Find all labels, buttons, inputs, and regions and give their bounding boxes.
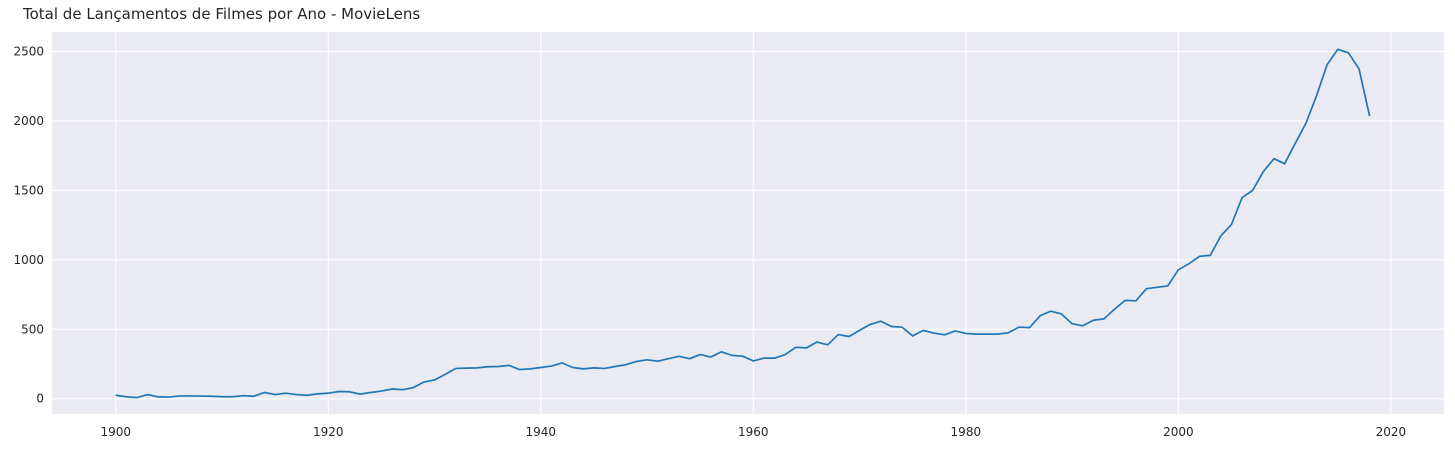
plot-area [52,32,1444,414]
x-tick-label: 2020 [1376,425,1407,439]
x-tick-label: 2000 [1163,425,1194,439]
y-tick-label: 500 [21,322,44,336]
x-tick-label: 1980 [951,425,982,439]
x-tick-label: 1920 [313,425,344,439]
y-tick-label: 0 [36,392,44,406]
x-tick-label: 1940 [526,425,557,439]
y-tick-label: 1500 [13,183,44,197]
series-layer [115,48,1371,399]
x-tick-label: 1900 [100,425,131,439]
grid [52,32,1444,414]
y-tick-label: 1000 [13,253,44,267]
x-tick-label: 1960 [738,425,769,439]
series-line [115,48,1371,399]
y-tick-label: 2500 [13,44,44,58]
chart-title: Total de Lançamentos de Filmes por Ano -… [23,5,421,23]
y-tick-label: 2000 [13,114,44,128]
tick-labels: 1900 1920 1940 1960 1980 2000 2020 0 500 1000 1500… [13,44,1406,439]
